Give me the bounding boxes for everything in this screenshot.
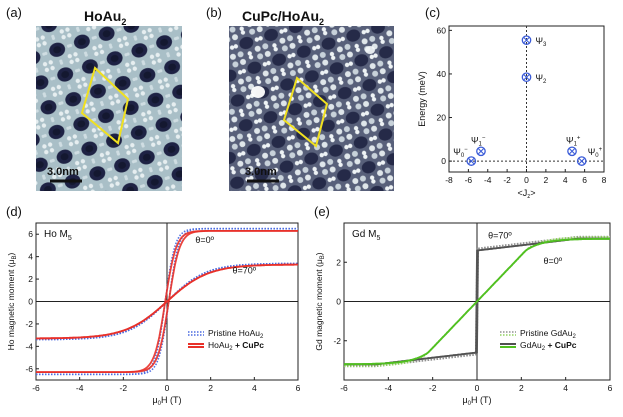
legend-label: Pristine HoAu2 <box>208 328 264 340</box>
legend-label: HoAu2 + CuPc <box>208 340 264 352</box>
y-tick-label: 6 <box>28 229 33 239</box>
y-tick-label: 20 <box>437 113 447 123</box>
state-label: Ψ1+ <box>566 135 581 147</box>
x-tick-label: 8 <box>602 175 607 185</box>
y-axis-label: Gd magnetic moment (μB) <box>314 252 326 350</box>
state-label: Ψ3 <box>536 36 548 48</box>
angle-annotation: θ=70º <box>488 231 512 241</box>
state-marker-cross <box>478 148 484 155</box>
state-label: Ψ0+ <box>588 147 603 159</box>
element-edge-label: Gd M5 <box>352 229 380 242</box>
curve-gdau2-cupc-0- <box>344 237 610 366</box>
angle-annotation: θ=0º <box>544 256 563 266</box>
state-marker <box>521 35 532 46</box>
x-tick-label: -2 <box>120 383 128 393</box>
x-tick-label: 0 <box>165 383 170 393</box>
panel-d-letter: (d) <box>6 204 22 219</box>
angle-annotation: θ=70º <box>233 265 257 275</box>
x-tick-label: -4 <box>76 383 84 393</box>
state-marker-cross <box>468 158 475 164</box>
state-marker-cross <box>578 158 585 164</box>
panel-a-title: HoAu2 <box>84 8 126 27</box>
x-tick-label: 0 <box>475 383 480 393</box>
unit-cell-diamond <box>282 76 329 148</box>
x-tick-label: 2 <box>544 175 549 185</box>
x-tick-label: -8 <box>445 175 453 185</box>
x-tick-label: 6 <box>608 383 613 393</box>
state-marker <box>521 72 532 83</box>
ho-magnetization-chart: -6 -4 -2 0 2 4 6 -6 -4 -2 0 2 4 6 μ0H (T) Ho magnetic m… <box>6 222 301 407</box>
x-axis-label: μ0H (T) <box>462 395 491 407</box>
angle-annotation: θ=0º <box>195 235 214 245</box>
state-label: Ψ1− <box>471 135 486 147</box>
y-tick-label: 60 <box>437 25 447 35</box>
element-edge-label: Ho M5 <box>44 229 72 242</box>
legend-label: GdAu2 + CuPc <box>520 340 577 352</box>
x-tick-label: -2 <box>429 383 437 393</box>
stm-image-hoau2: 3.0nm <box>36 26 182 191</box>
state-label: Ψ0− <box>453 147 468 159</box>
legend-label: Pristine GdAu2 <box>520 328 576 340</box>
panel-b-title: CuPc/HoAu2 <box>242 8 324 27</box>
y-tick-label: 0 <box>28 297 33 307</box>
x-axis-label: μ0H (T) <box>152 395 181 407</box>
y-tick-label: 0 <box>336 297 341 307</box>
y-tick-label: 2 <box>336 257 341 267</box>
state-marker <box>576 156 587 166</box>
y-axis-label: Energy (meV) <box>417 71 427 127</box>
y-tick-label: -2 <box>333 336 341 346</box>
x-axis-label: <Jz> <box>517 188 535 200</box>
state-marker-cross <box>523 37 530 44</box>
panel-e-letter: (e) <box>314 204 330 219</box>
curve-hoau2-cupc-70- <box>36 263 298 340</box>
y-axis-label: Ho magnetic moment (μB) <box>6 252 18 350</box>
state-marker <box>466 156 477 166</box>
curve-hoau2-cupc-0- <box>36 230 298 373</box>
state-marker <box>476 146 486 157</box>
y-tick-label: -2 <box>25 319 33 329</box>
state-marker-cross <box>523 74 530 81</box>
scale-bar-label: 3.0nm <box>245 166 277 178</box>
y-tick-label: -6 <box>25 364 33 374</box>
state-label: Ψ2 <box>536 73 548 85</box>
x-tick-label: -4 <box>484 175 492 185</box>
panel-c-letter: (c) <box>425 5 440 20</box>
x-tick-label: 4 <box>252 383 257 393</box>
state-marker <box>567 146 577 157</box>
panel-b-letter: (b) <box>206 5 222 20</box>
x-tick-label: -2 <box>503 175 511 185</box>
curve-pristine-gdau2-0- <box>344 236 610 367</box>
x-tick-label: -6 <box>465 175 473 185</box>
x-tick-label: -4 <box>385 383 393 393</box>
x-tick-label: 6 <box>296 383 301 393</box>
y-tick-label: 4 <box>28 252 33 262</box>
gd-magnetization-chart: -6 -4 -2 0 2 4 6 -2 0 2 μ0H (T) Gd magnetic moment … <box>314 222 613 407</box>
x-tick-label: -6 <box>340 383 348 393</box>
stm-image-cupc-hoau2: 3.0nm <box>229 26 394 191</box>
x-tick-label: 4 <box>563 383 568 393</box>
x-tick-label: -6 <box>32 383 40 393</box>
y-tick-label: -4 <box>25 341 33 351</box>
y-tick-label: 40 <box>437 69 447 79</box>
x-tick-label: 0 <box>524 175 529 185</box>
panel-a-letter: (a) <box>6 5 22 20</box>
x-tick-label: 2 <box>208 383 213 393</box>
scale-bar-label: 3.0nm <box>47 166 79 178</box>
x-tick-label: 6 <box>582 175 587 185</box>
unit-cell-diamond <box>80 66 130 145</box>
y-tick-label: 2 <box>28 274 33 284</box>
x-tick-label: 4 <box>563 175 568 185</box>
y-tick-label: 0 <box>441 156 446 166</box>
state-marker-cross <box>569 148 575 155</box>
x-tick-label: 2 <box>519 383 524 393</box>
